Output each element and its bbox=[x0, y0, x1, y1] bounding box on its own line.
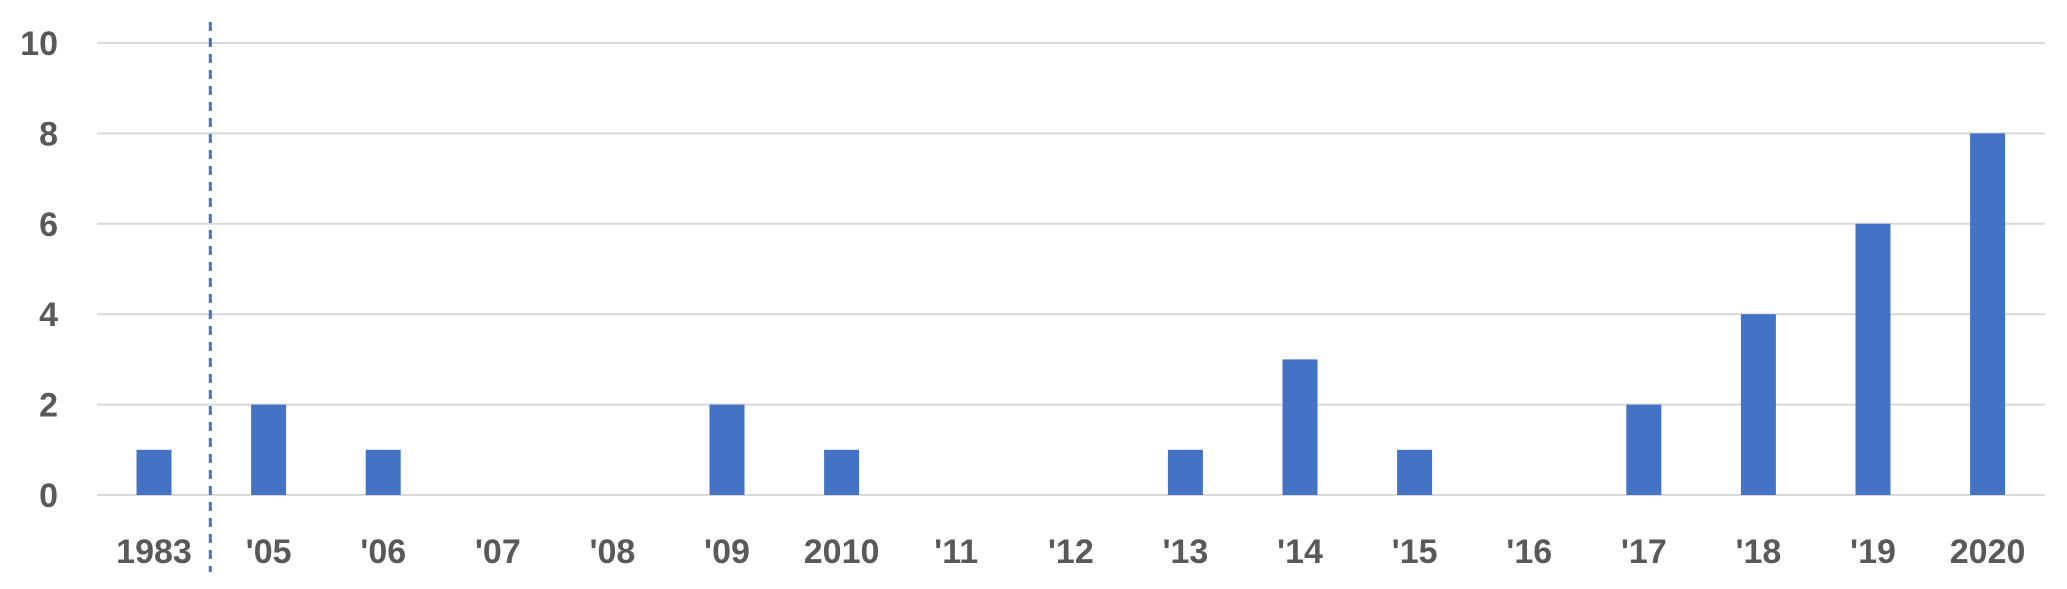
x-tick-label: '15 bbox=[1392, 533, 1438, 571]
x-tick-label: '05 bbox=[246, 533, 292, 571]
y-axis-tick-labels: 0 2 4 6 8 10 bbox=[20, 25, 58, 515]
y-tick-label: 0 bbox=[39, 477, 58, 515]
x-tick-label: '14 bbox=[1277, 533, 1323, 571]
x-axis-tick-labels: 1983 '05 '06 '07 '08 '09 2010 '11 '12 '13 '14 '15 '1… bbox=[116, 533, 2025, 571]
x-tick-label: 1983 bbox=[116, 533, 192, 571]
bar-15 bbox=[1855, 223, 1891, 496]
bar-10 bbox=[1282, 359, 1318, 495]
y-tick-label: 8 bbox=[39, 115, 58, 153]
x-tick-label: '13 bbox=[1162, 533, 1208, 571]
bar-14 bbox=[1740, 314, 1776, 495]
x-tick-label: '09 bbox=[704, 533, 750, 571]
x-tick-label: '18 bbox=[1735, 533, 1781, 571]
x-tick-label: '12 bbox=[1048, 533, 1094, 571]
bar-0 bbox=[136, 449, 172, 495]
x-tick-label: 2020 bbox=[1950, 533, 2026, 571]
x-tick-label: 2010 bbox=[804, 533, 880, 571]
bar-5 bbox=[709, 404, 745, 495]
bar-2 bbox=[365, 449, 401, 495]
x-tick-label: '19 bbox=[1850, 533, 1896, 571]
x-tick-label: '11 bbox=[934, 533, 978, 571]
bar-1 bbox=[251, 404, 287, 495]
y-gridlines bbox=[97, 42, 2045, 496]
bar-series bbox=[136, 133, 2006, 496]
x-tick-label: '06 bbox=[360, 533, 406, 571]
x-tick-label: '16 bbox=[1506, 533, 1552, 571]
y-tick-label: 2 bbox=[39, 387, 58, 425]
bar-11 bbox=[1397, 449, 1433, 495]
bar-9 bbox=[1167, 449, 1203, 495]
bar-6 bbox=[824, 449, 860, 495]
bar-16 bbox=[1970, 133, 2006, 495]
y-tick-label: 4 bbox=[39, 296, 58, 334]
y-tick-label: 6 bbox=[39, 206, 58, 244]
bar-13 bbox=[1626, 404, 1662, 495]
y-tick-label: 10 bbox=[20, 25, 58, 63]
x-tick-label: '17 bbox=[1621, 533, 1667, 571]
x-tick-label: '08 bbox=[589, 533, 635, 571]
x-tick-label: '07 bbox=[475, 533, 521, 571]
